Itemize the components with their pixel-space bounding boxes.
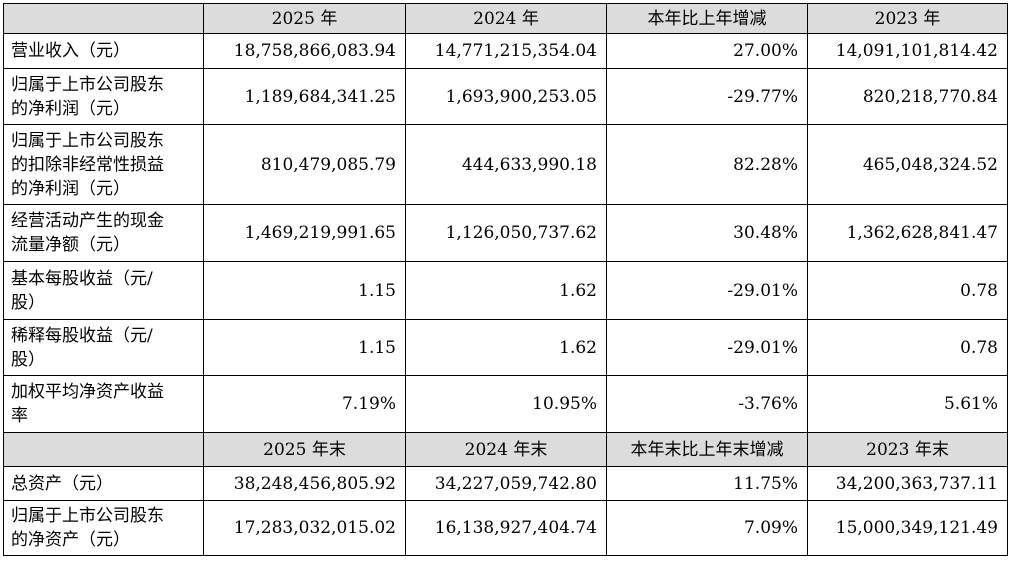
value-2025: 38,248,456,805.92 (203, 466, 406, 501)
header-cell-empty (3, 3, 204, 34)
value-2024: 1.62 (405, 261, 607, 320)
value-change: 11.75% (606, 466, 808, 501)
value-2023: 820,218,770.84 (807, 68, 1008, 125)
row-label: 稀释每股收益（元/ 股） (3, 319, 204, 376)
header-row-annual: 2025 年 2024 年 本年比上年增减 2023 年 (3, 3, 1008, 34)
table-row: 归属于上市公司股东 的扣除非经常性损益 的净利润（元） 810,479,085.… (3, 124, 1008, 205)
header-cell-2024-end: 2024 年末 (405, 432, 607, 467)
row-label: 总资产（元） (3, 466, 204, 501)
value-2023: 0.78 (807, 261, 1008, 320)
header-cell-empty (3, 432, 204, 467)
row-label: 加权平均净资产收益 率 (3, 375, 204, 433)
table-row: 归属于上市公司股东 的净利润（元） 1,189,684,341.25 1,693… (3, 68, 1008, 125)
value-2025: 1.15 (203, 319, 406, 376)
header-cell-2025: 2025 年 (203, 3, 406, 34)
value-2023: 1,362,628,841.47 (807, 204, 1008, 262)
value-2025: 810,479,085.79 (203, 124, 406, 205)
value-2025: 1.15 (203, 261, 406, 320)
value-2025: 7.19% (203, 375, 406, 433)
financial-summary-table: 2025 年 2024 年 本年比上年增减 2023 年 营业收入（元） 18,… (3, 3, 1008, 556)
value-2024: 16,138,927,404.74 (405, 500, 607, 556)
table-row: 加权平均净资产收益 率 7.19% 10.95% -3.76% 5.61% (3, 375, 1008, 433)
value-change: -3.76% (606, 375, 808, 433)
value-2023: 5.61% (807, 375, 1008, 433)
value-2024: 10.95% (405, 375, 607, 433)
header-cell-change: 本年比上年增减 (606, 3, 808, 34)
value-2023: 14,091,101,814.42 (807, 33, 1008, 69)
table-row: 经营活动产生的现金 流量净额（元） 1,469,219,991.65 1,126… (3, 204, 1008, 262)
value-2023: 15,000,349,121.49 (807, 500, 1008, 556)
row-label: 经营活动产生的现金 流量净额（元） (3, 204, 204, 262)
header-cell-2023: 2023 年 (807, 3, 1008, 34)
value-2024: 14,771,215,354.04 (405, 33, 607, 69)
value-2024: 1,126,050,737.62 (405, 204, 607, 262)
row-label: 归属于上市公司股东 的净利润（元） (3, 68, 204, 125)
value-2023: 0.78 (807, 319, 1008, 376)
value-2025: 17,283,032,015.02 (203, 500, 406, 556)
value-change: -29.01% (606, 261, 808, 320)
value-2023: 34,200,363,737.11 (807, 466, 1008, 501)
header-cell-2025-end: 2025 年末 (203, 432, 406, 467)
value-2025: 18,758,866,083.94 (203, 33, 406, 69)
header-cell-2024: 2024 年 (405, 3, 607, 34)
value-change: 27.00% (606, 33, 808, 69)
value-2025: 1,189,684,341.25 (203, 68, 406, 125)
value-change: -29.77% (606, 68, 808, 125)
value-change: 30.48% (606, 204, 808, 262)
row-label: 基本每股收益（元/ 股） (3, 261, 204, 320)
table-row: 总资产（元） 38,248,456,805.92 34,227,059,742.… (3, 466, 1008, 501)
row-label: 归属于上市公司股东 的扣除非经常性损益 的净利润（元） (3, 124, 204, 205)
header-row-yearend: 2025 年末 2024 年末 本年末比上年末增减 2023 年末 (3, 432, 1008, 467)
value-2023: 465,048,324.52 (807, 124, 1008, 205)
row-label: 营业收入（元） (3, 33, 204, 69)
table-row: 营业收入（元） 18,758,866,083.94 14,771,215,354… (3, 33, 1008, 69)
value-2024: 444,633,990.18 (405, 124, 607, 205)
table-row: 基本每股收益（元/ 股） 1.15 1.62 -29.01% 0.78 (3, 261, 1008, 320)
value-2024: 1.62 (405, 319, 607, 376)
header-cell-change-end: 本年末比上年末增减 (606, 432, 808, 467)
header-cell-2023-end: 2023 年末 (807, 432, 1008, 467)
value-2024: 34,227,059,742.80 (405, 466, 607, 501)
value-2024: 1,693,900,253.05 (405, 68, 607, 125)
value-change: 82.28% (606, 124, 808, 205)
value-change: -29.01% (606, 319, 808, 376)
table-row: 稀释每股收益（元/ 股） 1.15 1.62 -29.01% 0.78 (3, 319, 1008, 376)
value-change: 7.09% (606, 500, 808, 556)
row-label: 归属于上市公司股东 的净资产（元） (3, 500, 204, 556)
value-2025: 1,469,219,991.65 (203, 204, 406, 262)
table-row: 归属于上市公司股东 的净资产（元） 17,283,032,015.02 16,1… (3, 500, 1008, 556)
